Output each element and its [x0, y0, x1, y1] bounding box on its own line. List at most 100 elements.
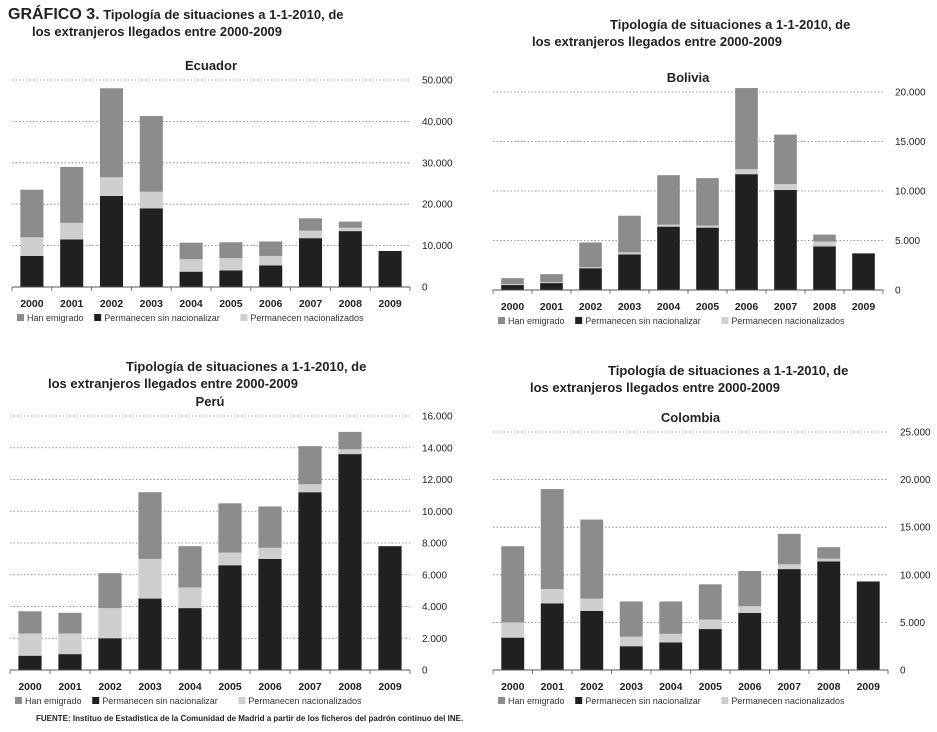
- colombia-xtick-label: 2000: [501, 681, 525, 693]
- figure-title-line2: los extranjeros llegados entre 2000-2009: [32, 24, 283, 39]
- ecuador-bar-2008-permanecen-nacionalizados: [338, 227, 362, 232]
- colombia-heading: Tipología de situaciones a 1-1-2010, de …: [530, 362, 848, 396]
- peru-bar-2006-permanecen-sin-nacionalizar: [258, 558, 282, 670]
- ecuador-xtick-label: 2009: [378, 298, 402, 310]
- colombia-legend-label-permanecen-nacionalizados: Permanecen nacionalizados: [731, 696, 845, 706]
- bolivia-bar-2008-permanecen-nacionalizados: [813, 241, 836, 247]
- peru-bar-2008-han-emigrado: [338, 431, 362, 450]
- ecuador-bar-2000-permanecen-sin-nacionalizar: [20, 255, 44, 287]
- peru-bar-2001-han-emigrado: [58, 612, 82, 634]
- peru-ytick-label: 4.000: [422, 602, 447, 613]
- bolivia-bar-2005-permanecen-sin-nacionalizar: [696, 227, 719, 290]
- bolivia-xtick-label: 2008: [813, 301, 837, 313]
- bolivia-bar-2005-permanecen-nacionalizados: [696, 225, 719, 228]
- ecuador-bar-2005-permanecen-nacionalizados: [219, 258, 243, 271]
- colombia-bar-2005-han-emigrado: [698, 584, 722, 620]
- bolivia-bar-2000-permanecen-nacionalizados: [501, 284, 524, 286]
- peru-xtick-label: 2004: [178, 681, 202, 693]
- peru-bar-2004-han-emigrado: [178, 546, 202, 588]
- bolivia-bar-2008-han-emigrado: [813, 234, 836, 242]
- ecuador-bar-2002-permanecen-sin-nacionalizar: [99, 195, 124, 287]
- colombia-bar-2003-han-emigrado: [619, 601, 643, 637]
- colombia-legend-label-han-emigrado: Han emigrado: [508, 696, 565, 706]
- peru-heading-line1: Tipología de situaciones a 1-1-2010, de: [126, 359, 367, 374]
- colombia-bar-2005-permanecen-nacionalizados: [698, 619, 722, 630]
- ecuador-xtick-label: 2005: [219, 298, 243, 310]
- peru-bar-2002-permanecen-sin-nacionalizar: [98, 638, 122, 670]
- colombia-bar-2009-permanecen-sin-nacionalizar: [856, 581, 880, 670]
- ecuador-xtick-label: 2008: [339, 298, 363, 310]
- colombia-xtick-label: 2008: [817, 681, 841, 693]
- chart-ecuador: Ecuador 0 10.000 20.000 30.000 40.000 50.000 20…: [11, 58, 453, 323]
- ecuador-bar-2001-permanecen-nacionalizados: [60, 222, 84, 240]
- peru-bar-2005-permanecen-nacionalizados: [218, 552, 242, 566]
- peru-legend-swatch-permanecen-nacionalizados: [238, 697, 246, 704]
- bolivia-heading: Tipología de situaciones a 1-1-2010, de …: [532, 16, 850, 50]
- ecuador-bar-2004-permanecen-sin-nacionalizar: [179, 271, 203, 287]
- peru-bar-2006-han-emigrado: [258, 506, 282, 548]
- ecuador-xtick-label: 2007: [299, 298, 323, 310]
- peru-legend-label-permanecen-sin-nacionalizar: Permanecen sin nacionalizar: [102, 696, 218, 706]
- colombia-bar-2007-han-emigrado: [777, 533, 801, 565]
- ecuador-ytick-label: 50.000: [422, 76, 453, 87]
- ecuador-ytick-label: 40.000: [422, 117, 453, 128]
- peru-bar-2006-permanecen-nacionalizados: [258, 547, 282, 559]
- peru-bar-2009-permanecen-sin-nacionalizar: [378, 546, 402, 670]
- peru-bar-2007-permanecen-nacionalizados: [298, 484, 322, 493]
- peru-legend-swatch-han-emigrado: [15, 697, 22, 704]
- bolivia-bar-2002-han-emigrado: [579, 242, 602, 268]
- ecuador-bar-2001-han-emigrado: [60, 166, 84, 223]
- bolivia-bar-2000-permanecen-sin-nacionalizar: [501, 285, 524, 290]
- colombia-heading-line2: los extranjeros llegados entre 2000-2009: [530, 380, 781, 395]
- colombia-ytick-label: 5.000: [900, 618, 925, 629]
- ecuador-xtick-label: 2006: [259, 298, 283, 310]
- colombia-xtick-label: 2007: [778, 681, 802, 693]
- ecuador-bar-2005-permanecen-sin-nacionalizar: [219, 270, 243, 287]
- bolivia-bar-2009-permanecen-sin-nacionalizar: [852, 253, 875, 290]
- colombia-ytick-label: 0: [900, 666, 906, 677]
- ecuador-bar-2007-han-emigrado: [298, 218, 323, 231]
- ecuador-bar-2003-han-emigrado: [139, 116, 163, 192]
- bolivia-bar-2003-permanecen-sin-nacionalizar: [618, 254, 641, 290]
- bolivia-legend-label-permanecen-nacionalizados: Permanecen nacionalizados: [731, 316, 845, 326]
- bolivia-bar-2003-permanecen-nacionalizados: [618, 252, 641, 255]
- bolivia-xtick-label: 2006: [735, 301, 759, 313]
- chart-colombia: Colombia 0 5.000 10.000 15.000 20.000 25.000 20…: [492, 410, 931, 706]
- ecuador-bar-2003-permanecen-nacionalizados: [139, 191, 163, 209]
- peru-legend-label-han-emigrado: Han emigrado: [25, 696, 82, 706]
- bolivia-legend-label-permanecen-sin-nacionalizar: Permanecen sin nacionalizar: [585, 316, 701, 326]
- ecuador-bar-2002-permanecen-nacionalizados: [99, 177, 124, 196]
- peru-heading-line2: los extranjeros llegados entre 2000-2009: [48, 376, 299, 391]
- peru-xtick-label: 2003: [138, 681, 162, 693]
- peru-ytick-label: 16.000: [422, 412, 453, 423]
- colombia-heading-line1: Tipología de situaciones a 1-1-2010, de: [608, 363, 849, 378]
- ecuador-bar-2008-han-emigrado: [338, 221, 362, 228]
- ecuador-bar-2007-permanecen-sin-nacionalizar: [298, 238, 323, 287]
- ecuador-legend-swatch-han-emigrado: [17, 314, 24, 321]
- colombia-xtick-label: 2006: [738, 681, 762, 693]
- bolivia-xtick-label: 2009: [852, 301, 876, 313]
- colombia-legend-label-permanecen-sin-nacionalizar: Permanecen sin nacionalizar: [585, 696, 701, 706]
- colombia-ytick-label: 20.000: [900, 475, 931, 486]
- peru-legend-label-permanecen-nacionalizados: Permanecen nacionalizados: [248, 696, 362, 706]
- colombia-bar-2002-han-emigrado: [580, 519, 604, 599]
- colombia-bar-2000-han-emigrado: [501, 546, 525, 623]
- colombia-bar-2001-permanecen-nacionalizados: [540, 589, 564, 604]
- bolivia-ytick-label: 20.000: [895, 88, 926, 99]
- bolivia-bar-2004-permanecen-nacionalizados: [657, 224, 680, 227]
- colombia-bar-2007-permanecen-sin-nacionalizar: [777, 569, 801, 670]
- peru-ytick-label: 14.000: [422, 443, 453, 454]
- bolivia-bar-2005-han-emigrado: [696, 178, 719, 226]
- bolivia-bar-2004-han-emigrado: [657, 175, 680, 225]
- peru-ytick-label: 8.000: [422, 539, 447, 550]
- colombia-xtick-label: 2002: [580, 681, 604, 693]
- peru-bar-2004-permanecen-sin-nacionalizar: [178, 608, 202, 670]
- colombia-xtick-label: 2005: [699, 681, 723, 693]
- peru-xtick-label: 2000: [18, 681, 42, 693]
- peru-xtick-label: 2008: [338, 681, 362, 693]
- bolivia-legend-swatch-permanecen-nacionalizados: [721, 317, 729, 324]
- bolivia-bar-2007-permanecen-sin-nacionalizar: [774, 190, 797, 290]
- ecuador-bar-2004-han-emigrado: [179, 242, 203, 260]
- colombia-bar-2000-permanecen-sin-nacionalizar: [501, 637, 525, 670]
- bolivia-ytick-label: 15.000: [895, 137, 926, 148]
